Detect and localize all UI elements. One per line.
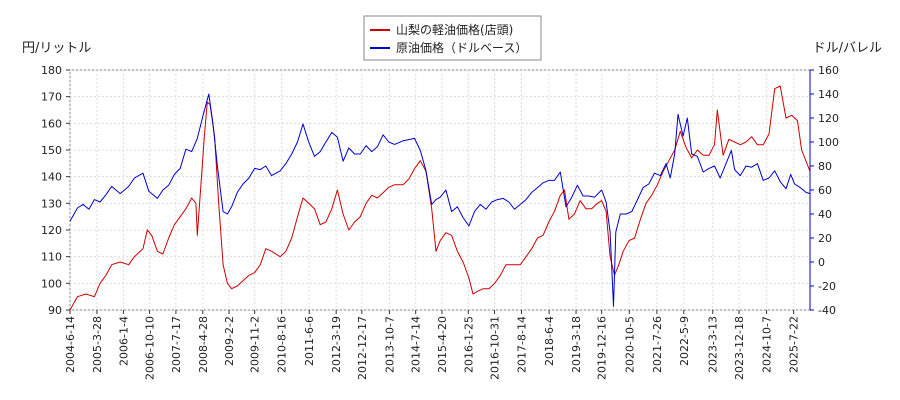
right-tick-label: 0 — [818, 256, 825, 269]
left-tick-label: 140 — [41, 171, 62, 184]
right-tick-label: 100 — [818, 136, 839, 149]
legend: 山梨の軽油価格(店頭) 原油価格（ドルベース） — [363, 15, 542, 61]
x-tick-label: 2021-7-26 — [651, 316, 664, 373]
left-tick-label: 120 — [41, 224, 62, 237]
x-tick-label: 2008-4-28 — [197, 316, 210, 373]
left-tick-label: 180 — [41, 64, 62, 77]
x-tick-label: 2017-8-14 — [515, 316, 528, 373]
legend-box — [363, 15, 542, 61]
x-tick-label: 2016-10-31 — [489, 316, 502, 380]
x-tick-label: 2004-6-14 — [64, 316, 77, 373]
x-tick-label: 2019-3-18 — [570, 316, 583, 373]
x-tick-label: 2011-6-6 — [303, 316, 316, 366]
x-tick-label: 2006-1-4 — [117, 316, 130, 366]
left-tick-label: 170 — [41, 91, 62, 104]
left-axis: 90 100 110 120 130 140 150 160 170 180 — [41, 64, 70, 317]
x-tick-label: 2024-10-7 — [761, 316, 774, 373]
right-axis-unit: ドル/バレル — [813, 41, 882, 56]
right-tick-label: -20 — [818, 280, 836, 293]
right-tick-label: 160 — [818, 64, 839, 77]
x-tick-label: 2020-10-5 — [623, 316, 636, 373]
x-tick-label: 2005-3-28 — [91, 316, 104, 373]
right-tick-label: 20 — [818, 232, 832, 245]
grid — [69, 69, 810, 311]
x-tick-label: 2015-4-20 — [436, 316, 449, 373]
left-tick-label: 130 — [41, 197, 62, 210]
right-tick-label: 80 — [818, 160, 832, 173]
legend-label-diesel: 山梨の軽油価格(店頭) — [396, 22, 513, 37]
x-tick-label: 2010-8-16 — [276, 316, 289, 373]
series-line-diesel — [69, 85, 811, 311]
x-tick-label: 2009-2-2 — [223, 316, 236, 366]
x-tick-label: 2023-12-18 — [733, 316, 746, 380]
right-tick-label: -40 — [818, 304, 836, 317]
series-line-crude — [69, 93, 811, 307]
x-axis: 2004-6-14 2005-3-28 2006-1-4 2006-10-10 2007… — [64, 310, 801, 380]
x-tick-label: 2022-5-9 — [678, 316, 691, 366]
plot-area — [69, 69, 811, 311]
legend-label-crude: 原油価格（ドルベース） — [396, 40, 527, 55]
left-tick-label: 150 — [41, 144, 62, 157]
right-tick-label: 140 — [818, 88, 839, 101]
x-tick-label: 2009-11-2 — [249, 316, 262, 373]
x-tick-label: 2012-3-19 — [330, 316, 343, 373]
x-tick-label: 2014-7-14 — [410, 316, 423, 373]
x-tick-label: 2025-7-22 — [788, 316, 801, 373]
left-axis-unit: 円/リットル — [22, 41, 91, 56]
x-tick-label: 2013-10-7 — [383, 316, 396, 373]
x-tick-label: 2012-12-17 — [356, 316, 369, 380]
left-tick-label: 100 — [41, 277, 62, 290]
x-tick-label: 2023-3-13 — [707, 316, 720, 373]
series-lines — [69, 85, 811, 311]
right-tick-label: 40 — [818, 208, 832, 221]
x-tick-label: 2016-1-25 — [462, 316, 475, 373]
right-axis: -40 -20 0 20 40 60 80 100 120 140 160 — [809, 64, 839, 317]
x-tick-label: 2018-6-4 — [543, 316, 556, 366]
left-tick-label: 90 — [48, 304, 62, 317]
left-tick-label: 110 — [41, 251, 62, 264]
left-tick-label: 160 — [41, 117, 62, 130]
x-tick-label: 2006-10-10 — [144, 316, 157, 380]
x-tick-label: 2019-12-16 — [596, 316, 609, 380]
right-tick-label: 60 — [818, 184, 832, 197]
x-tick-label: 2007-7-17 — [170, 316, 183, 373]
right-tick-label: 120 — [818, 112, 839, 125]
